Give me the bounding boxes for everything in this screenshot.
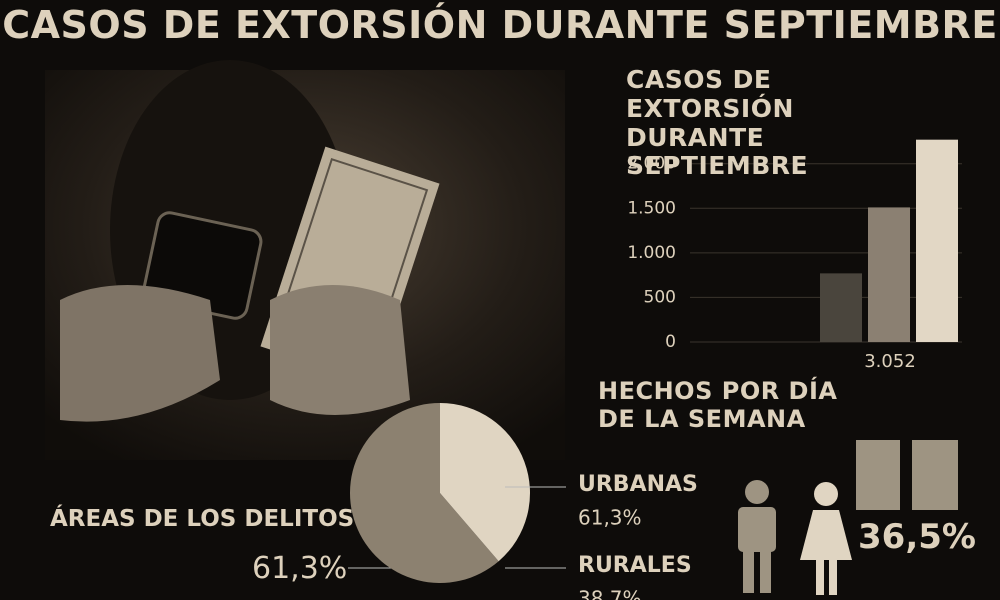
bar: [916, 139, 958, 342]
weekday-value: 36,5%: [858, 517, 976, 557]
legend-label: URBANAS: [578, 472, 698, 497]
y-tick-label: 0: [665, 332, 676, 352]
bar: [868, 207, 910, 342]
legend-label: RURALES: [578, 553, 692, 578]
photo: [45, 60, 565, 460]
weekday-title: HECHOS POR DÍA DE LA SEMANA: [598, 377, 838, 433]
areas-label: ÁREAS DE LOS DELITOS: [50, 506, 355, 532]
icons: [738, 440, 958, 595]
pie-slice: [350, 403, 499, 583]
y-tick-label: 2.000: [627, 154, 676, 174]
y-tick-label: 1.500: [627, 198, 676, 218]
annotation: 3.052: [864, 351, 916, 372]
bar-chart-title: CASOS DE EXTORSIÓN DURANTE SEPTIEMBRE: [626, 65, 809, 181]
value-label: 38,7%: [578, 587, 642, 600]
areas-value: 61,3%: [252, 551, 348, 586]
y-tick-label: 1.000: [627, 243, 676, 263]
value-label: 61,3%: [578, 506, 642, 530]
main-title: CASOS DE EXTORSIÓN DURANTE SEPTIEMBRE: [2, 3, 998, 47]
bar: [820, 273, 862, 342]
y-tick-label: 500: [644, 287, 676, 307]
pie-slice: [440, 403, 530, 562]
